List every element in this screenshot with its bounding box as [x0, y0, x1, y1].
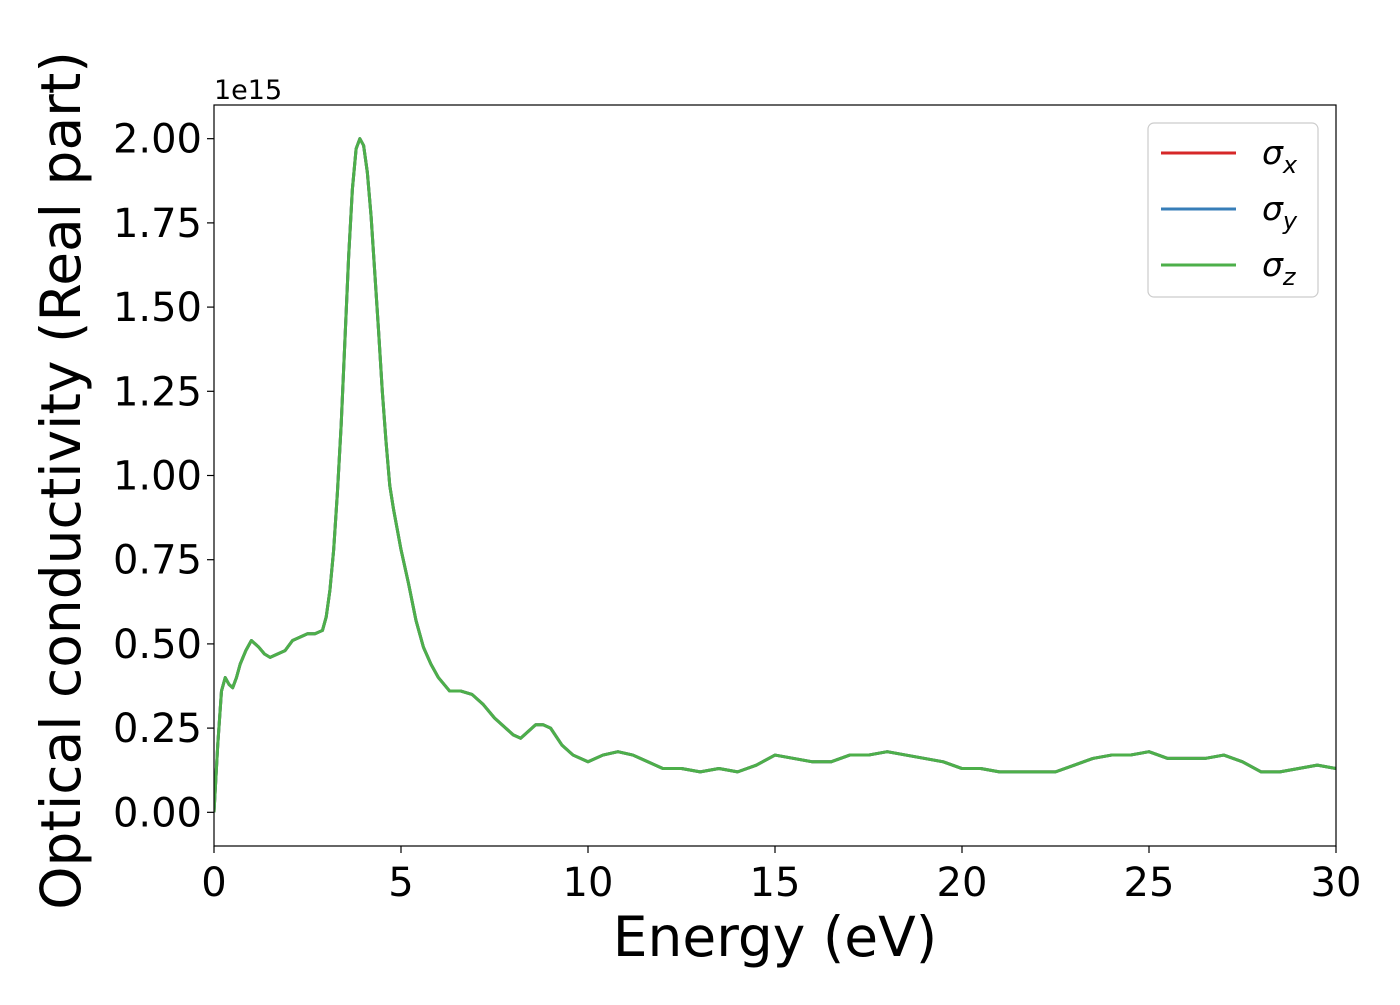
- x-tick-label: 25: [1124, 860, 1175, 906]
- y-tick-label: 0.75: [113, 538, 202, 584]
- x-tick-label: 20: [937, 860, 988, 906]
- y-tick-label: 0.25: [113, 706, 202, 752]
- y-tick-label: 1.00: [113, 454, 202, 500]
- y-tick-label: 1.75: [113, 201, 202, 247]
- legend: σx σy σz: [1147, 122, 1319, 298]
- y-tick-label: 0.50: [113, 622, 202, 668]
- x-tick-label: 30: [1311, 860, 1362, 906]
- legend-label: σx: [1262, 133, 1298, 179]
- y-axis-label: Optical conductivity (Real part): [29, 51, 93, 910]
- x-axis: 0 5 10 15 20 25 30: [201, 846, 1361, 906]
- y-tick-label: 2.00: [113, 117, 202, 163]
- legend-label: σy: [1262, 189, 1298, 235]
- y-tick-label: 0.00: [113, 790, 202, 836]
- x-axis-label: Energy (eV): [613, 905, 937, 969]
- y-tick-label: 1.50: [113, 285, 202, 331]
- plot-area: [214, 137, 1336, 813]
- y-axis: 0.00 0.25 0.50 0.75 1.00 1.25 1.50 1.75 2.00: [113, 117, 214, 836]
- x-tick-label: 15: [750, 860, 801, 906]
- series-line-z: [214, 137, 1336, 813]
- x-tick-label: 5: [388, 860, 413, 906]
- y-offset-label: 1e15: [214, 75, 282, 106]
- y-tick-label: 1.25: [113, 369, 202, 415]
- legend-label: σz: [1262, 245, 1297, 291]
- x-tick-label: 10: [563, 860, 614, 906]
- x-tick-label: 0: [201, 860, 226, 906]
